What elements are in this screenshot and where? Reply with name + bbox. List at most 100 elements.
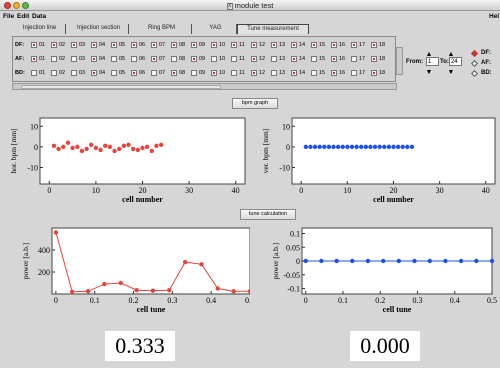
tab-yag[interactable]: YAG (195, 24, 237, 34)
bpm-checkbox[interactable]: 13 (271, 68, 291, 78)
bpm-checkbox[interactable]: 02 (51, 68, 71, 78)
bpm-checkbox[interactable]: 05 (111, 40, 131, 50)
bpm-number: 14 (299, 42, 306, 48)
bpm-checkbox[interactable]: 04 (91, 54, 111, 64)
bpm-grid-horizontal-scrollbar[interactable] (12, 83, 397, 90)
to-up-arrow[interactable]: ▲ (447, 51, 455, 58)
checkbox-box (111, 70, 117, 76)
bpm-number: 06 (139, 70, 146, 76)
bpm-grid-vertical-scrollbar[interactable] (396, 47, 403, 75)
mode-radio-af[interactable]: AF: (470, 59, 500, 68)
bpm-number: 14 (299, 70, 306, 76)
tab-injection-line[interactable]: Injection line (14, 24, 66, 34)
bpm-checkbox[interactable]: 03 (71, 68, 91, 78)
x-tick-label: 0.5 (487, 296, 497, 305)
mode-radio-bd[interactable]: BD: (470, 69, 500, 78)
bpm-checkbox[interactable]: 15 (311, 68, 331, 78)
bpm-checkbox[interactable]: 16 (331, 68, 351, 78)
bpm-checkbox[interactable]: 18 (371, 68, 391, 78)
bpm-checkbox[interactable]: 12 (251, 68, 271, 78)
bpm-checkbox[interactable]: 12 (251, 54, 271, 64)
bpm-checkbox[interactable]: 06 (131, 40, 151, 50)
bpm-checkbox[interactable]: 08 (171, 54, 191, 64)
bpm-checkbox[interactable]: 12 (251, 40, 271, 50)
menu-file[interactable]: File (3, 13, 15, 20)
bpm-checkbox[interactable]: 18 (371, 40, 391, 50)
from-label: From: (406, 59, 423, 65)
bpm-checkbox[interactable]: 09 (191, 68, 211, 78)
bpm-checkbox[interactable]: 15 (311, 40, 331, 50)
checkbox-box (211, 42, 217, 48)
menu-data[interactable]: Data (32, 13, 47, 20)
bpm-checkbox[interactable]: 17 (351, 40, 371, 50)
bpm-checkbox[interactable]: 03 (71, 40, 91, 50)
from-down-arrow[interactable]: ▼ (425, 69, 433, 76)
data-point (303, 258, 308, 264)
bpm-checkbox[interactable]: 14 (291, 40, 311, 50)
bpm-checkbox[interactable]: 04 (91, 40, 111, 50)
bpm-checkbox[interactable]: 16 (331, 40, 351, 50)
bpm-checkbox[interactable]: 15 (311, 54, 331, 64)
scrollbar-thumb[interactable] (21, 85, 221, 89)
bpm-checkbox[interactable]: 13 (271, 40, 291, 50)
bpm-checkbox[interactable]: 08 (171, 40, 191, 50)
bpm-checkbox[interactable]: 01 (31, 40, 51, 50)
bpm-checkbox[interactable]: 09 (191, 54, 211, 64)
bpm-number: 12 (259, 56, 266, 62)
bpm-checkbox[interactable]: 02 (51, 54, 71, 64)
bpm-checkbox[interactable]: 02 (51, 40, 71, 50)
zoom-window-button[interactable] (22, 2, 29, 9)
from-up-arrow[interactable]: ▲ (425, 51, 433, 58)
bpm-checkbox[interactable]: 17 (351, 54, 371, 64)
tab-ring-bpm[interactable]: Ring BPM (132, 24, 192, 34)
tune-calculation-button[interactable]: tune calculation (240, 209, 296, 220)
bpm-checkbox[interactable]: 10 (211, 68, 231, 78)
to-input[interactable]: 24 (449, 57, 462, 66)
bpm-checkbox[interactable]: 18 (371, 54, 391, 64)
bpm-checkbox[interactable]: 17 (351, 68, 371, 78)
tab-injection-section[interactable]: Injection section (69, 24, 129, 34)
bpm-checkbox[interactable]: 05 (111, 68, 131, 78)
bpm-checkbox[interactable]: 10 (211, 54, 231, 64)
bpm-checkbox[interactable]: 04 (91, 68, 111, 78)
checkbox-box (331, 70, 337, 76)
bpm-checkbox[interactable]: 14 (291, 68, 311, 78)
to-down-arrow[interactable]: ▼ (447, 69, 455, 76)
bpm-checkbox[interactable]: 14 (291, 54, 311, 64)
checkbox-box (331, 42, 337, 48)
bpm-number: 09 (199, 70, 206, 76)
tab-tune-measurement[interactable]: Tune measurement (237, 24, 309, 34)
menu-help[interactable]: Hel (489, 13, 500, 20)
checkbox-box (151, 70, 157, 76)
bpm-checkbox[interactable]: 11 (231, 68, 251, 78)
bpm-checkbox[interactable]: 05 (111, 54, 131, 64)
menu-edit[interactable]: Edit (17, 13, 30, 20)
bpm-checkbox[interactable]: 07 (151, 40, 171, 50)
close-window-button[interactable] (4, 2, 11, 9)
bpm-checkbox[interactable]: 07 (151, 54, 171, 64)
mode-radio-df[interactable]: DF: (470, 49, 500, 58)
bpm-checkbox[interactable]: 16 (331, 54, 351, 64)
bpm-checkbox[interactable]: 13 (271, 54, 291, 64)
minimize-window-button[interactable] (13, 2, 20, 9)
x-tick-label: 0.1 (90, 296, 100, 305)
bpm-number: 04 (99, 70, 106, 76)
bpm-number: 02 (59, 42, 66, 48)
from-input[interactable]: 1 (426, 57, 439, 66)
bpm-checkbox[interactable]: 09 (191, 40, 211, 50)
bpm-checkbox[interactable]: 06 (131, 54, 151, 64)
bpm-checkbox[interactable]: 06 (131, 68, 151, 78)
bpm-number: 12 (259, 42, 266, 48)
bpm-number: 17 (359, 70, 366, 76)
bpm-checkbox[interactable]: 11 (231, 54, 251, 64)
bpm-checkbox[interactable]: 11 (231, 40, 251, 50)
x-axis-label: cell tune (383, 305, 412, 314)
bpm-checkbox[interactable]: 01 (31, 68, 51, 78)
bpm-checkbox[interactable]: 10 (211, 40, 231, 50)
bpm-checkbox[interactable]: 03 (71, 54, 91, 64)
bpm-checkbox[interactable]: 08 (171, 68, 191, 78)
bpm-checkbox[interactable]: 01 (31, 54, 51, 64)
bpm-graph-button[interactable]: bpm graph (232, 98, 278, 109)
checkbox-box (191, 70, 197, 76)
bpm-checkbox[interactable]: 07 (151, 68, 171, 78)
